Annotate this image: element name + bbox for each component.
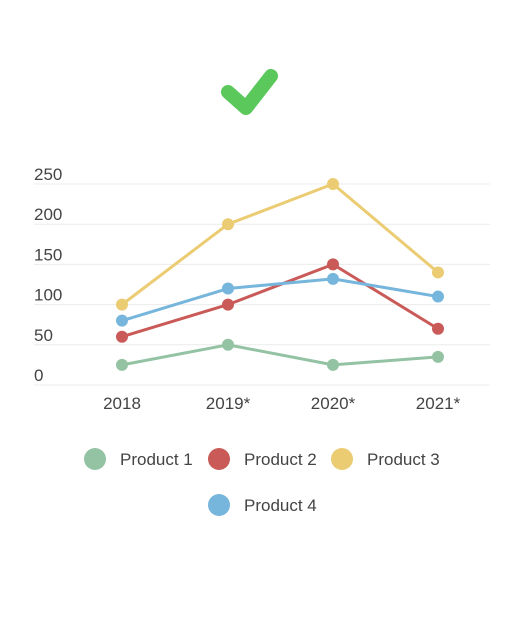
checkmark-icon [221, 69, 278, 115]
legend-marker [331, 448, 353, 470]
legend-marker [84, 448, 106, 470]
legend-label: Product 4 [244, 496, 317, 515]
series-1 [116, 338, 444, 371]
legend: Product 1 Product 2 Product 3 Product 4 [84, 448, 440, 516]
data-point[interactable] [432, 290, 444, 303]
x-tick-label: 2020* [311, 394, 356, 413]
series-layer [116, 178, 444, 371]
series-3 [116, 178, 444, 311]
data-point[interactable] [327, 178, 339, 190]
series-line [121, 182, 439, 306]
series-line [121, 277, 439, 323]
data-point[interactable] [327, 272, 339, 285]
y-tick-label: 150 [34, 245, 62, 264]
x-tick-label: 2018 [103, 394, 141, 413]
legend-marker [208, 448, 230, 470]
data-point[interactable] [327, 358, 339, 371]
data-point[interactable] [222, 338, 234, 351]
grid-lines [34, 183, 490, 386]
y-tick-label: 100 [34, 286, 62, 305]
x-tick-label: 2021* [416, 394, 461, 413]
legend-label: Product 1 [120, 450, 193, 469]
data-point[interactable] [432, 350, 444, 363]
data-point[interactable] [432, 266, 444, 279]
legend-label: Product 2 [244, 450, 317, 469]
x-tick-label: 2019* [206, 394, 251, 413]
data-point[interactable] [116, 358, 128, 371]
data-point[interactable] [116, 298, 128, 311]
y-tick-label: 0 [34, 366, 43, 385]
data-point[interactable] [116, 330, 128, 343]
x-axis-tick-labels: 2018 2019* 2020* 2021* [103, 394, 461, 413]
data-point[interactable] [222, 298, 234, 311]
series-4 [116, 272, 444, 327]
legend-item[interactable]: Product 4 [208, 494, 317, 516]
legend-item[interactable]: Product 3 [331, 448, 440, 470]
data-point[interactable] [222, 218, 234, 231]
y-axis-tick-labels: 0 50 100 150 200 250 [34, 165, 62, 385]
legend-marker [208, 494, 230, 516]
series-line [121, 262, 439, 339]
data-point[interactable] [222, 282, 234, 295]
y-tick-label: 200 [34, 205, 62, 224]
legend-item[interactable]: Product 1 [84, 448, 193, 470]
data-point[interactable] [327, 258, 339, 271]
series-line [121, 343, 439, 367]
data-point[interactable] [116, 314, 128, 327]
data-point[interactable] [432, 322, 444, 335]
y-tick-label: 50 [34, 326, 53, 345]
legend-label: Product 3 [367, 450, 440, 469]
legend-item[interactable]: Product 2 [208, 448, 317, 470]
y-tick-label: 250 [34, 165, 62, 184]
